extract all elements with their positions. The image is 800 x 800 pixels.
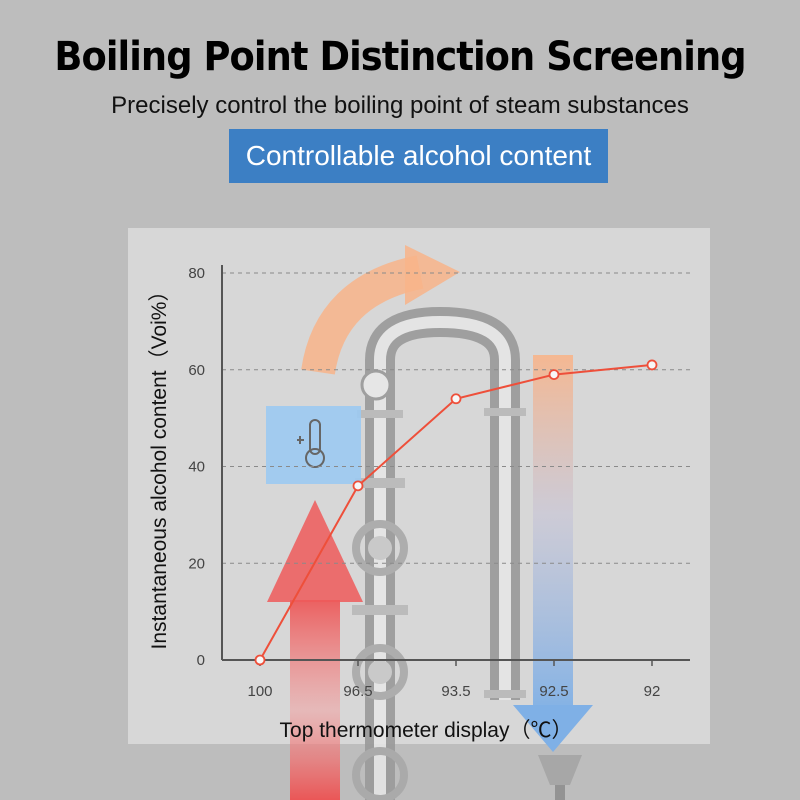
cold-arrow <box>513 355 593 752</box>
data-point <box>548 369 560 380</box>
feature-banner: Controllable alcohol content <box>229 129 608 183</box>
data-point <box>352 480 364 492</box>
data-point <box>646 359 658 371</box>
y-tick-label: 60 <box>188 362 205 379</box>
data-point <box>254 654 266 666</box>
thermometer-box <box>266 406 361 484</box>
tick-labels: 0 20 40 60 80 100 96.5 93.5 92.5 92 <box>188 265 660 700</box>
x-tick-label: 96.5 <box>343 683 372 700</box>
x-tick-label: 100 <box>247 683 272 700</box>
page-subtitle: Precisely control the boiling point of s… <box>111 92 689 119</box>
hot-arrow <box>267 500 363 800</box>
x-tick-label: 92.5 <box>539 683 568 700</box>
y-tick-label: 40 <box>188 459 205 476</box>
y-tick-label: 0 <box>197 652 205 669</box>
page-title: Boiling Point Distinction Screening <box>54 34 746 80</box>
data-point <box>450 393 462 405</box>
data-points <box>254 359 658 666</box>
x-axis-label: Top thermometer display（℃） <box>280 719 573 742</box>
x-tick-label: 92 <box>644 683 661 700</box>
thermometer-icon <box>297 419 325 468</box>
x-tick-label: 93.5 <box>441 683 470 700</box>
curved-arrow <box>301 245 460 375</box>
y-tick-label: 80 <box>188 265 205 282</box>
y-axis-label: Instantaneous alcohol content（Voi%） <box>148 281 171 650</box>
still-illustration <box>352 306 582 800</box>
grid-lines <box>222 272 690 564</box>
y-tick-label: 20 <box>188 555 205 572</box>
